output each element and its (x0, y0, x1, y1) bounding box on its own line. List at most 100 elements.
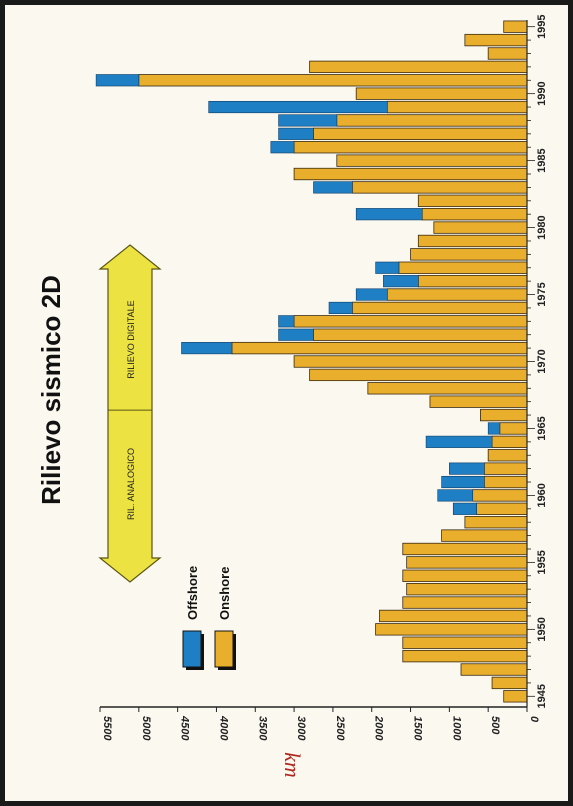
legend-label: Onshore (217, 567, 232, 620)
value-tick-label: 4000 (217, 715, 229, 741)
bar-onshore-1987 (313, 127, 528, 140)
bar-onshore-1973 (293, 315, 528, 328)
bar-offshore-1961 (441, 475, 485, 489)
bar-onshore-1949 (402, 636, 528, 649)
bar-onshore-1992 (309, 60, 528, 74)
bar-onshore-1970 (293, 355, 528, 368)
year-tick-label: 1975 (536, 282, 548, 306)
value-tick-label: 2500 (334, 715, 346, 741)
bar-onshore-1981 (421, 208, 528, 221)
bar-onshore-1972 (313, 328, 528, 341)
bar-onshore-1956 (402, 542, 528, 556)
bar-onshore-1966 (480, 408, 528, 422)
bar-onshore-1948 (402, 649, 528, 663)
bar-onshore-1964 (491, 435, 528, 449)
bar-offshore-1989 (208, 100, 388, 114)
bar-offshore-1965 (487, 422, 501, 435)
year-tick-label: 1990 (536, 81, 548, 105)
bar-offshore-1988 (278, 114, 338, 127)
legend-item-offshore: Offshore (182, 566, 204, 670)
legend: Offshore Onshore (182, 566, 236, 670)
bar-onshore-1950 (375, 623, 528, 636)
bar-offshore-1973 (278, 315, 295, 328)
year-axis: 1945 1950 1955 1960 1965 1970 1975 1980 1985 1990… (526, 14, 548, 709)
label-digital: RILIEVO DIGITALE (126, 300, 136, 378)
legend-swatch (182, 630, 202, 668)
bar-offshore-1977 (375, 261, 400, 274)
year-tick-label: 1945 (536, 684, 548, 708)
bar-onshore-1980 (433, 221, 528, 234)
plot-area (95, 20, 528, 703)
value-tick-label: 3000 (295, 716, 307, 741)
bar-onshore-1959 (476, 502, 528, 515)
bar-offshore-1972 (278, 328, 314, 341)
legend-item-onshore: Onshore (214, 567, 236, 670)
bar-onshore-1986 (293, 141, 528, 154)
bar-onshore-1990 (355, 87, 528, 100)
bar-offshore-1971 (181, 342, 233, 355)
bar-onshore-1957 (441, 529, 528, 542)
year-tick-label: 1950 (536, 617, 548, 641)
bar-onshore-1946 (491, 676, 528, 690)
bar-onshore-1991 (138, 74, 528, 87)
value-tick-label: 500 (489, 716, 501, 735)
bar-onshore-1947 (460, 663, 528, 676)
double-arrow-shape (98, 244, 162, 583)
bar-onshore-1979 (417, 234, 528, 248)
bar-offshore-1991 (95, 74, 140, 87)
bar-onshore-1958 (464, 516, 528, 529)
bar-onshore-1994 (464, 33, 528, 47)
value-tick-label: 3500 (256, 716, 268, 741)
bar-onshore-1993 (487, 47, 528, 60)
bar-onshore-1982 (417, 194, 528, 207)
value-tick-label: 0 (528, 716, 540, 723)
bar-onshore-1969 (309, 368, 528, 382)
year-tick-label: 1970 (536, 349, 548, 373)
bar-onshore-1985 (336, 154, 528, 167)
bar-onshore-1977 (398, 261, 528, 274)
bar-offshore-1962 (449, 462, 485, 475)
bar-onshore-1988 (336, 114, 528, 127)
bar-onshore-1962 (483, 462, 528, 475)
bar-onshore-1995 (503, 20, 528, 33)
bar-onshore-1951 (379, 609, 528, 623)
bar-onshore-1965 (499, 422, 528, 435)
bar-offshore-1981 (355, 208, 423, 221)
bar-onshore-1952 (402, 596, 528, 609)
value-tick-label: 1000 (450, 716, 462, 741)
bar-onshore-1974 (351, 301, 528, 315)
value-tick-label: 2000 (373, 715, 385, 741)
bar-onshore-1983 (351, 181, 528, 194)
value-tick-label: 1500 (412, 716, 424, 741)
legend-label: Offshore (185, 566, 200, 620)
bar-offshore-1983 (313, 181, 353, 194)
year-tick-label: 1985 (536, 148, 548, 172)
bar-offshore-1976 (383, 275, 419, 288)
bar-onshore-1954 (402, 569, 528, 582)
value-tick-label: 5500 (101, 716, 113, 741)
bar-onshore-1963 (487, 449, 528, 462)
year-tick-label: 1995 (536, 14, 548, 38)
bar-offshore-1974 (328, 301, 353, 314)
bar-onshore-1955 (406, 556, 528, 569)
bar-offshore-1959 (452, 502, 477, 515)
bar-offshore-1987 (278, 127, 314, 140)
technology-arrow: RIL. ANALOGICO RILIEVO DIGITALE (98, 244, 162, 583)
bar-offshore-1960 (437, 489, 473, 502)
bar-onshore-1968 (367, 382, 528, 395)
bar-onshore-1984 (293, 167, 528, 181)
legend-swatch (214, 630, 234, 668)
bar-onshore-1953 (406, 583, 528, 596)
label-analog: RIL. ANALOGICO (126, 448, 136, 520)
bar-onshore-1961 (483, 475, 528, 489)
bar-onshore-1967 (429, 395, 528, 408)
value-axis: 0 500 1000 1500 2000 2500 3000 3500 4000 4500 5000… (99, 706, 540, 741)
year-tick-label: 1960 (536, 483, 548, 507)
chart-title: Rilievo sismico 2D (36, 275, 66, 505)
year-tick-label: 1955 (536, 550, 548, 574)
bar-onshore-1989 (386, 100, 528, 114)
bar-onshore-1975 (386, 288, 528, 301)
bar-onshore-1971 (231, 341, 528, 355)
bar-onshore-1976 (417, 274, 528, 288)
